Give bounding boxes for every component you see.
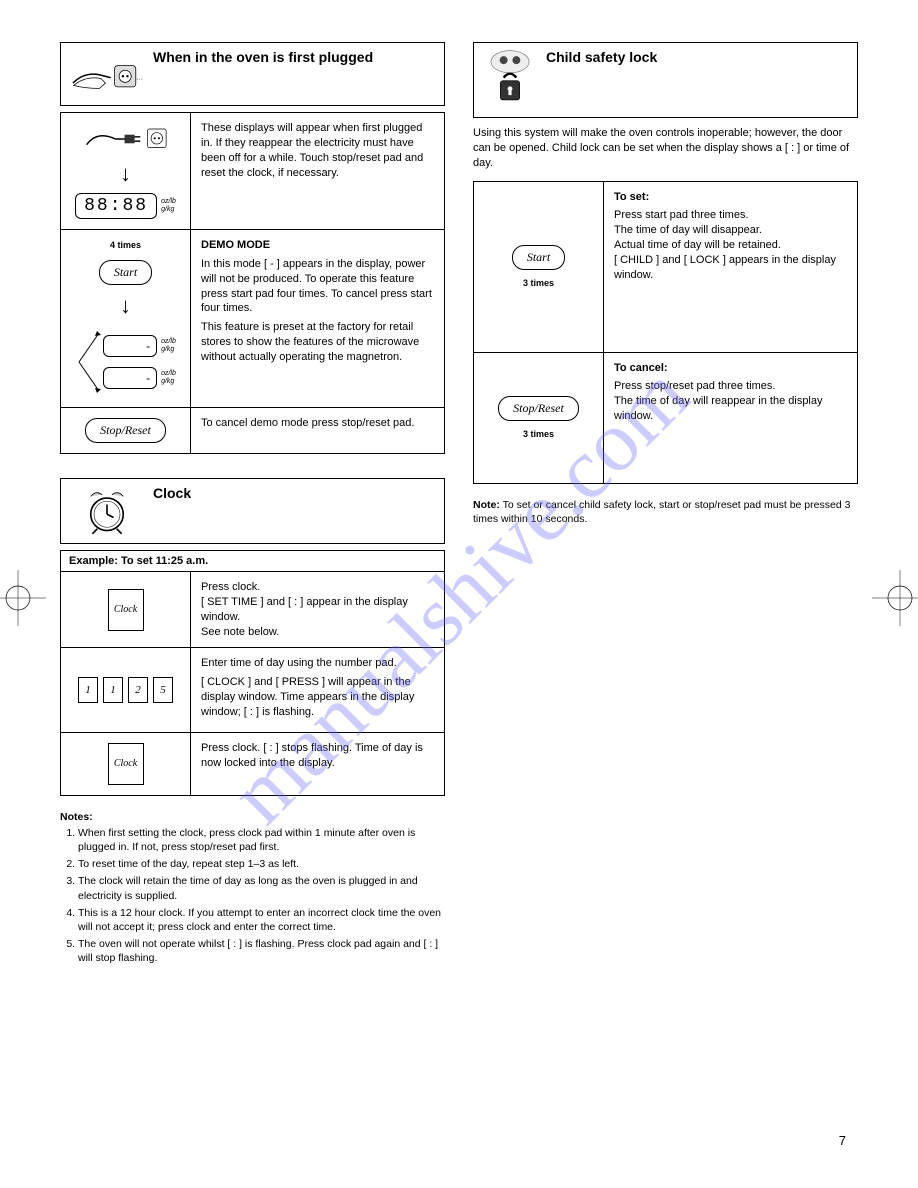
digit-key: 5 xyxy=(153,677,173,703)
to-set-heading: To set: xyxy=(614,191,649,203)
demo-mode-text1: In this mode [ - ] appears in the displa… xyxy=(201,257,434,316)
clock-note: When first setting the clock, press cloc… xyxy=(78,826,445,854)
clock-note: The clock will retain the time of day as… xyxy=(78,874,445,902)
clock-title: Clock xyxy=(153,485,436,502)
right-column: Child safety lock Using this system will… xyxy=(473,42,858,968)
display-8888: 88:88 xyxy=(75,193,157,219)
note-heading: Note: xyxy=(473,499,500,511)
clock-note: This is a 12 hour clock. If you attempt … xyxy=(78,906,445,934)
stop-reset-button-graphic: Stop/Reset xyxy=(498,396,579,421)
digit-pad: 1 1 2 5 xyxy=(78,677,173,703)
mini-display: - xyxy=(103,367,157,389)
mini-display: - xyxy=(103,335,157,357)
digit-key: 1 xyxy=(103,677,123,703)
clock-notes: Notes: When first setting the clock, pre… xyxy=(60,810,445,969)
left-column: … When in the oven is first plugged xyxy=(60,42,445,968)
lock-intro: Using this system will make the oven con… xyxy=(473,126,858,171)
start-button-graphic: Start xyxy=(99,260,152,285)
clock-row2-icons: 1 1 2 5 xyxy=(61,648,191,731)
clock-row2-text2: [ CLOCK ] and [ PRESS ] will appear in t… xyxy=(201,675,434,720)
plug-row1-text: These displays will appear when first pl… xyxy=(191,113,444,229)
clock-section-header: Clock xyxy=(60,478,445,544)
plug-hand-icon: … xyxy=(69,49,145,99)
page-number: 7 xyxy=(839,1133,846,1148)
clock-button-graphic: Clock xyxy=(108,743,144,785)
down-arrow-icon: ↓ xyxy=(120,295,131,317)
child-lock-icon xyxy=(486,49,534,111)
demo-mode-text2: This feature is preset at the factory fo… xyxy=(201,320,434,365)
clock-row2-text1: Enter time of day using the number pad. xyxy=(201,656,434,671)
three-times-label: 3 times xyxy=(523,278,554,288)
demo-mode-heading: DEMO MODE xyxy=(201,239,270,251)
clock-table: Example: To set 11:25 a.m. Clock Press c… xyxy=(60,550,445,796)
plug-row1-icons: ↓ 88:88 oz/lbg/kg xyxy=(61,113,191,229)
plug-row2-icons: 4 times Start ↓ -oz/lbg/kg -oz/lbg/kg xyxy=(61,230,191,407)
plug-section-header: … When in the oven is first plugged xyxy=(60,42,445,106)
plug-cord-icon xyxy=(83,123,169,155)
plug-section-title: When in the oven is first plugged xyxy=(153,49,436,66)
lock-note-text: To set or cancel child safety lock, star… xyxy=(473,499,850,525)
notes-heading: Notes: xyxy=(60,811,93,823)
three-times-label: 3 times xyxy=(523,429,554,439)
alarm-clock-icon xyxy=(81,485,133,537)
digit-key: 1 xyxy=(78,677,98,703)
to-cancel-heading: To cancel: xyxy=(614,362,668,374)
stop-reset-button-graphic: Stop/Reset xyxy=(85,418,166,443)
clock-note: To reset time of the day, repeat step 1–… xyxy=(78,857,445,871)
lock-note: Note: To set or cancel child safety lock… xyxy=(473,498,858,526)
plug-table: ↓ 88:88 oz/lbg/kg These displays will ap… xyxy=(60,112,445,454)
clock-button-graphic: Clock xyxy=(108,589,144,631)
lock-set-text: Press start pad three times. The time of… xyxy=(614,208,847,282)
svg-text:…: … xyxy=(136,72,144,81)
lock-row2-icons: Stop/Reset 3 times xyxy=(474,353,604,483)
clock-note: The oven will not operate whilst [ : ] i… xyxy=(78,937,445,965)
down-arrow-icon: ↓ xyxy=(120,163,131,185)
lock-title: Child safety lock xyxy=(546,49,849,66)
digit-key: 2 xyxy=(128,677,148,703)
bracket-icon xyxy=(75,327,103,397)
display-units: oz/lbg/kg xyxy=(161,198,176,213)
clock-row1-text: Press clock. [ SET TIME ] and [ : ] appe… xyxy=(191,572,444,647)
clock-row3-icon: Clock xyxy=(61,733,191,795)
lock-section-header: Child safety lock xyxy=(473,42,858,118)
lock-row1-icons: Start 3 times xyxy=(474,182,604,352)
lock-table: Start 3 times To set: Press start pad th… xyxy=(473,181,858,484)
plug-row3-icons: Stop/Reset xyxy=(61,408,191,453)
lock-cancel-text: Press stop/reset pad three times. The ti… xyxy=(614,379,847,424)
clock-subheader: Example: To set 11:25 a.m. xyxy=(61,551,444,571)
clock-row1-icon: Clock xyxy=(61,572,191,647)
plug-row3-text: To cancel demo mode press stop/reset pad… xyxy=(191,408,444,453)
four-times-label: 4 times xyxy=(110,240,141,250)
start-button-graphic: Start xyxy=(512,245,565,270)
clock-row3-text: Press clock. [ : ] stops flashing. Time … xyxy=(191,733,444,795)
